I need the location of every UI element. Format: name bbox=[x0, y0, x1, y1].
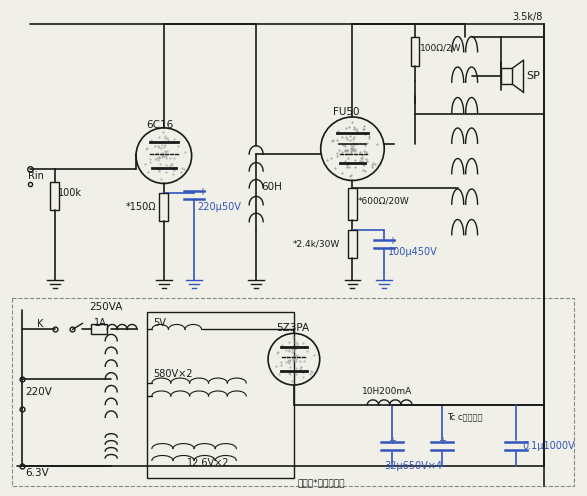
Text: K: K bbox=[37, 319, 43, 329]
Text: *2.4k/30W: *2.4k/30W bbox=[293, 239, 340, 248]
Text: 注：带*号为待定值: 注：带*号为待定值 bbox=[298, 478, 345, 488]
Text: +: + bbox=[388, 435, 396, 445]
Bar bbox=[348, 230, 357, 258]
Text: 6.3V: 6.3V bbox=[25, 468, 49, 479]
Bar bbox=[501, 68, 512, 84]
Text: 100μ450V: 100μ450V bbox=[388, 247, 438, 257]
Text: *600Ω/20W: *600Ω/20W bbox=[357, 196, 409, 205]
Text: 5V: 5V bbox=[153, 317, 166, 327]
Text: +: + bbox=[438, 435, 446, 445]
Text: 5Z3PA: 5Z3PA bbox=[276, 323, 309, 333]
Text: 580V×2: 580V×2 bbox=[153, 369, 193, 379]
Bar bbox=[92, 324, 107, 334]
Text: 12.6V×2: 12.6V×2 bbox=[187, 458, 229, 469]
Text: Rin: Rin bbox=[28, 171, 43, 181]
Text: 32μ650V×4: 32μ650V×4 bbox=[384, 461, 442, 472]
Text: *150Ω: *150Ω bbox=[126, 202, 157, 212]
Bar bbox=[348, 188, 357, 220]
Text: SP: SP bbox=[526, 71, 540, 81]
Bar bbox=[50, 183, 59, 210]
Bar bbox=[147, 311, 294, 478]
Text: 10H200mA: 10H200mA bbox=[362, 387, 413, 396]
Text: 6C16: 6C16 bbox=[146, 120, 173, 130]
Text: 250VA: 250VA bbox=[89, 302, 123, 311]
Text: Tc c油浸电容: Tc c油浸电容 bbox=[447, 413, 483, 422]
Text: 220V: 220V bbox=[25, 387, 52, 397]
Text: +: + bbox=[198, 187, 205, 197]
Text: 3.5k/8: 3.5k/8 bbox=[512, 12, 543, 22]
Text: 1A: 1A bbox=[95, 317, 107, 327]
Bar bbox=[12, 298, 574, 486]
Bar bbox=[159, 193, 168, 221]
Text: 0.1μ1000V: 0.1μ1000V bbox=[522, 440, 575, 451]
Text: 100k: 100k bbox=[58, 188, 82, 198]
Text: 220μ50V: 220μ50V bbox=[198, 202, 241, 212]
Text: +: + bbox=[388, 236, 396, 246]
Bar bbox=[410, 37, 420, 66]
Text: FU50: FU50 bbox=[333, 107, 359, 117]
Text: 60H: 60H bbox=[261, 183, 282, 192]
Text: 100Ω/2W: 100Ω/2W bbox=[420, 44, 461, 53]
